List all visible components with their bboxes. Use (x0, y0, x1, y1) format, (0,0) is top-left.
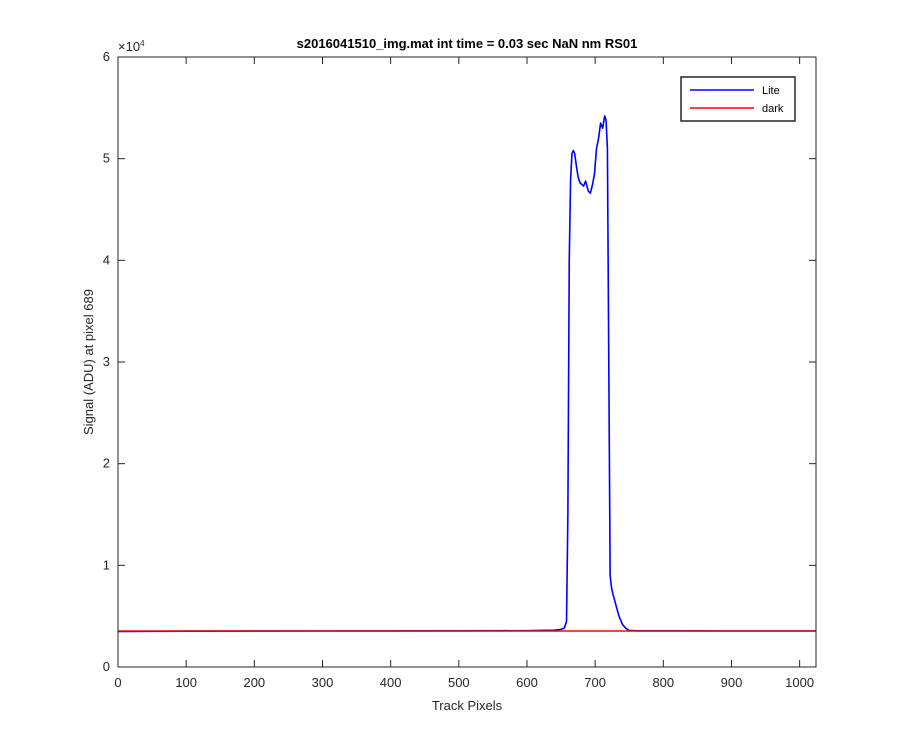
x-tick-label: 900 (721, 675, 743, 690)
x-tick-label: 100 (175, 675, 197, 690)
x-tick-label: 800 (652, 675, 674, 690)
y-tick-label: 2 (103, 456, 110, 471)
x-tick-label: 500 (448, 675, 470, 690)
chart-title: s2016041510_img.mat int time = 0.03 sec … (297, 36, 638, 51)
x-tick-label: 600 (516, 675, 538, 690)
y-axis: 0 1 2 3 4 5 6 (103, 49, 816, 674)
y-tick-label: 5 (103, 151, 110, 166)
series-layer (117, 115, 816, 633)
y-tick-label: 3 (103, 354, 110, 369)
legend-label-dark: dark (762, 103, 784, 115)
series-line-lite (117, 115, 816, 633)
y-exponent-label: ×104 (118, 39, 145, 54)
plot-area (118, 57, 816, 667)
x-tick-label: 1000 (785, 675, 814, 690)
x-tick-label: 400 (380, 675, 402, 690)
y-tick-label: 0 (103, 659, 110, 674)
x-axis: 0 100 200 300 400 500 600 700 800 900 1000 (114, 57, 814, 690)
x-tick-label: 700 (584, 675, 606, 690)
y-tick-label: 4 (103, 252, 110, 267)
y-axis-label: Signal (ADU) at pixel 689 (81, 289, 96, 435)
legend-label-lite: Lite (762, 85, 780, 97)
x-tick-label: 300 (312, 675, 334, 690)
legend: Lite dark (680, 76, 796, 122)
x-axis-label: Track Pixels (432, 698, 503, 713)
y-tick-label: 1 (103, 557, 110, 572)
y-tick-label: 6 (103, 49, 110, 64)
legend-box (680, 76, 796, 122)
x-tick-label: 200 (243, 675, 265, 690)
x-tick-label: 0 (114, 675, 121, 690)
